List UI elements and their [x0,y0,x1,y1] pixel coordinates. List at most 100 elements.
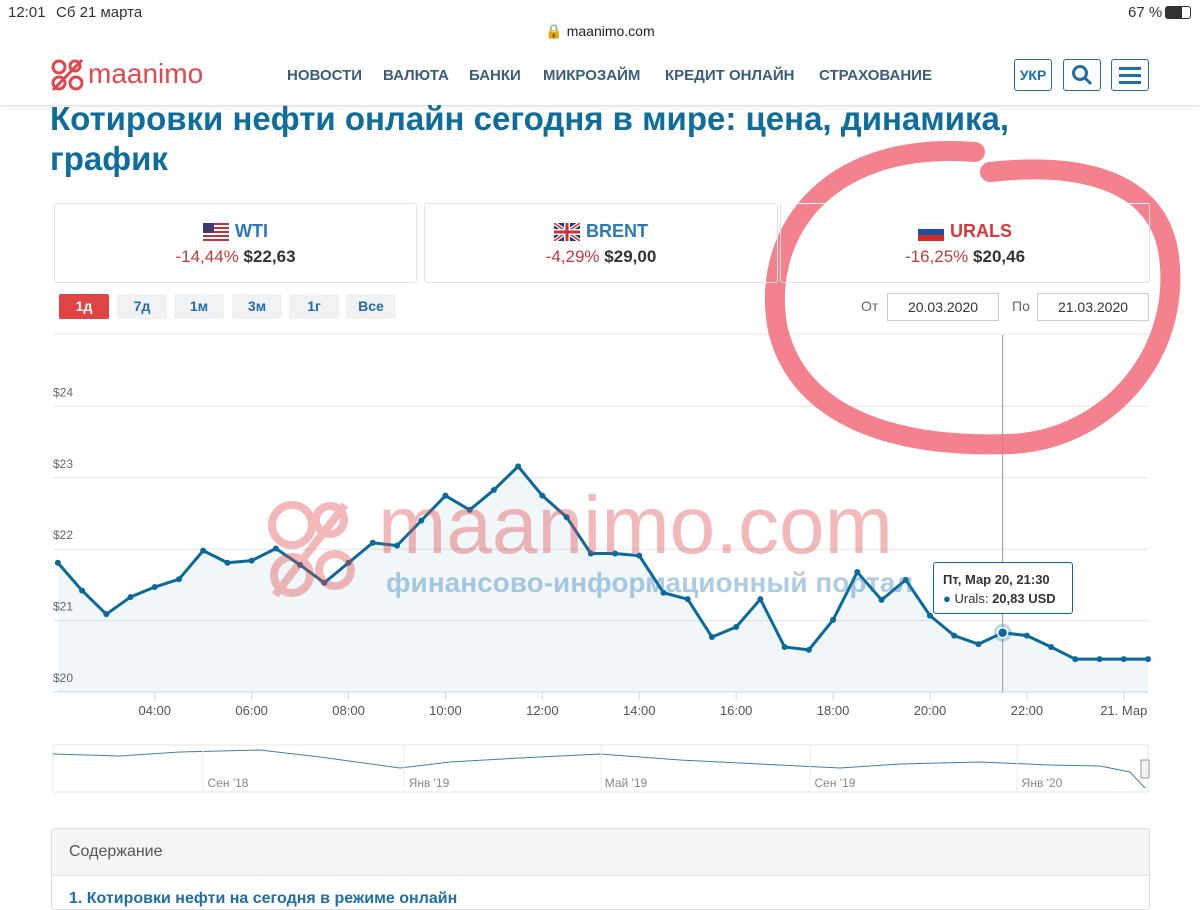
date-to-input[interactable]: 21.03.2020 [1037,293,1149,321]
point [926,612,933,619]
y-tick-label: $20 [53,671,73,685]
x-tick-label: 04:00 [138,703,171,718]
logo-icon [51,58,84,92]
battery-text: 67 % [1128,4,1163,21]
line [56,464,1148,661]
point [660,589,667,596]
date-from-input[interactable]: 20.03.2020 [887,293,999,321]
point [224,559,231,566]
quote-change: -16,25% [904,247,969,266]
quote-change: -4,29% [545,247,600,266]
point [878,596,885,603]
quote-price: $29,00 [604,247,657,266]
point [515,463,522,470]
hover-marker [996,626,1009,639]
x-tick-label: 10:00 [429,703,462,718]
x-tick-label: 21. Мар [1100,703,1147,718]
quote-tab-active[interactable]: URALS -16,25% $20,46 [780,203,1150,283]
point [345,559,352,566]
navigator-label: Май '19 [605,776,648,790]
point [1023,632,1030,639]
quote-price: $22,63 [243,247,296,266]
point [539,492,546,499]
x-tick-label: 08:00 [332,703,365,718]
contents-title: Содержание [52,829,1149,876]
point [902,576,909,583]
page-title: Котировки нефти онлайн сегодня в мире: ц… [50,100,1010,177]
point [175,576,182,583]
point [369,539,376,546]
point [490,486,497,493]
flag-ru [918,222,944,241]
point [1145,656,1151,663]
battery-level [1166,7,1182,18]
point [200,547,207,554]
point [1096,656,1103,663]
range-button[interactable]: 1м [174,294,224,319]
x-tick-label: 16:00 [720,703,753,718]
url-bar[interactable]: 🔒 maanimo.com [545,23,655,39]
nav-link[interactable]: СТРАХОВАНИЕ [819,67,932,84]
x-tick-label: 06:00 [235,703,268,718]
point [854,569,861,576]
date-to-label: По [1012,298,1030,314]
point [248,557,255,564]
nav-link[interactable]: НОВОСТИ [287,67,363,84]
y-tick-label: $24 [53,385,73,399]
nav-link[interactable]: МИКРОЗАЙМ [543,67,641,84]
navigator-handle[interactable] [1140,759,1150,779]
date-from-label: От [861,298,879,314]
y-tick-label: $23 [53,457,73,471]
x-tick-label: 20:00 [914,703,947,718]
point [684,596,691,603]
lang-button[interactable]: УКР [1014,59,1052,91]
point [151,584,158,591]
quote-name: WTI [235,221,268,241]
status-date: Сб 21 марта [56,4,143,21]
search-button[interactable] [1063,59,1101,91]
point [733,624,740,631]
header [0,45,1200,106]
range-button[interactable]: 1г [289,294,339,319]
y-tick-label: $21 [53,600,73,614]
plot: $20 $21 $22 $23 $24 04:00 06:00 08:00 10:00 12:00… [53,335,1151,718]
logo[interactable]: maanimo [88,58,204,89]
point [418,517,425,524]
point [708,634,715,641]
contents-box: Содержание 1. Котировки нефти на сегодня… [51,828,1150,910]
quote-name: BRENT [586,221,648,241]
range-button[interactable]: Все [346,294,396,319]
navigator-line [52,749,1146,789]
quote-tab[interactable]: BRENT -4,29% $29,00 [424,203,778,283]
quote-price: $20,46 [973,247,1026,266]
nav-link[interactable]: КРЕДИТ ОНЛАЙН [665,67,795,84]
flag-uk [554,222,580,241]
nav-link[interactable]: БАНКИ [469,67,521,84]
watermark: maanimo.com финансово-информационный пор… [268,480,913,598]
point [951,632,958,639]
x-tick-label: 18:00 [817,703,850,718]
point [272,545,279,552]
navigator-label: Сен '18 [208,776,249,790]
range-button-active[interactable]: 1д [59,294,109,319]
area [57,466,1149,692]
navigator-label: Сен '19 [815,776,856,790]
point [975,641,982,648]
x-tick-label: 12:00 [526,703,559,718]
range-button[interactable]: 7д [117,294,167,319]
nav-link[interactable]: ВАЛЮТА [383,67,449,84]
menu-button[interactable] [1111,59,1149,91]
point [127,594,134,601]
quote-name: URALS [950,221,1012,241]
point [442,492,449,499]
contents-item[interactable]: 1. Котировки нефти на сегодня в режиме о… [69,890,458,907]
point [636,552,643,559]
range-button[interactable]: 3м [232,294,282,319]
point [830,616,837,623]
point [321,579,328,586]
quote-tab[interactable]: WTI -14,44% $22,63 [54,203,417,283]
tooltip: Пт, Мар 20, 21:30 ● Urals: 20,83 USD [933,562,1073,614]
battery-icon [1165,6,1191,19]
